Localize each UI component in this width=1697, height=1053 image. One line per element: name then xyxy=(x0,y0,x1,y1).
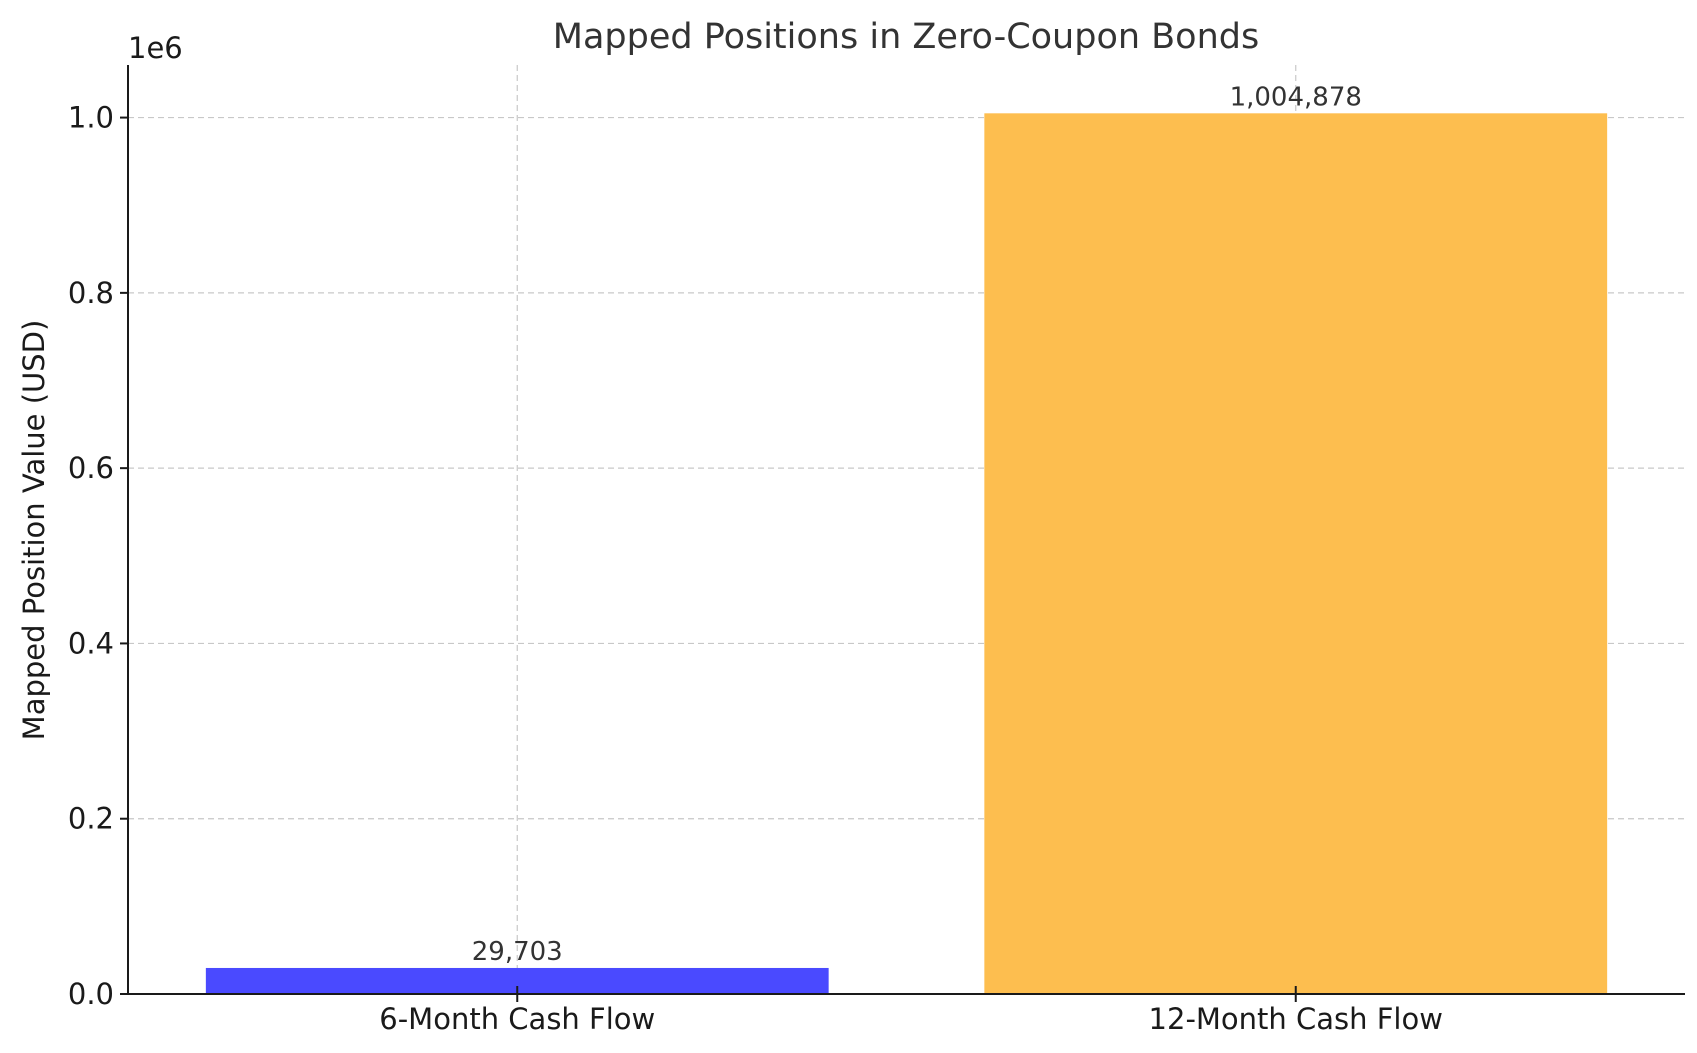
y-tick-label: 0.8 xyxy=(68,276,114,310)
y-tick-label: 0.0 xyxy=(68,977,114,1011)
chart-title: Mapped Positions in Zero-Coupon Bonds xyxy=(553,17,1259,57)
bar-layer xyxy=(205,113,1608,994)
x-tick-label: 12-Month Cash Flow xyxy=(1149,1002,1443,1036)
bar-value-label: 29,703 xyxy=(472,937,563,967)
bar-value-label: 1,004,878 xyxy=(1230,82,1362,112)
y-tick-label: 0.2 xyxy=(68,802,114,836)
tick-layer xyxy=(120,116,1297,1002)
label-layer: 0.0 0.2 0.4 0.6 0.8 1.0 6-Month Cash Flow 29,70… xyxy=(68,82,1443,1036)
bar xyxy=(984,113,1608,994)
y-tick-label: 0.6 xyxy=(68,451,114,485)
y-axis-offset-label: 1e6 xyxy=(128,31,183,65)
axes-layer xyxy=(127,65,1685,995)
x-tick-label: 6-Month Cash Flow xyxy=(379,1002,655,1036)
y-axis-title: Mapped Position Value (USD) xyxy=(17,320,51,741)
y-tick-label: 1.0 xyxy=(68,101,114,135)
y-tick-label: 0.4 xyxy=(68,626,114,660)
